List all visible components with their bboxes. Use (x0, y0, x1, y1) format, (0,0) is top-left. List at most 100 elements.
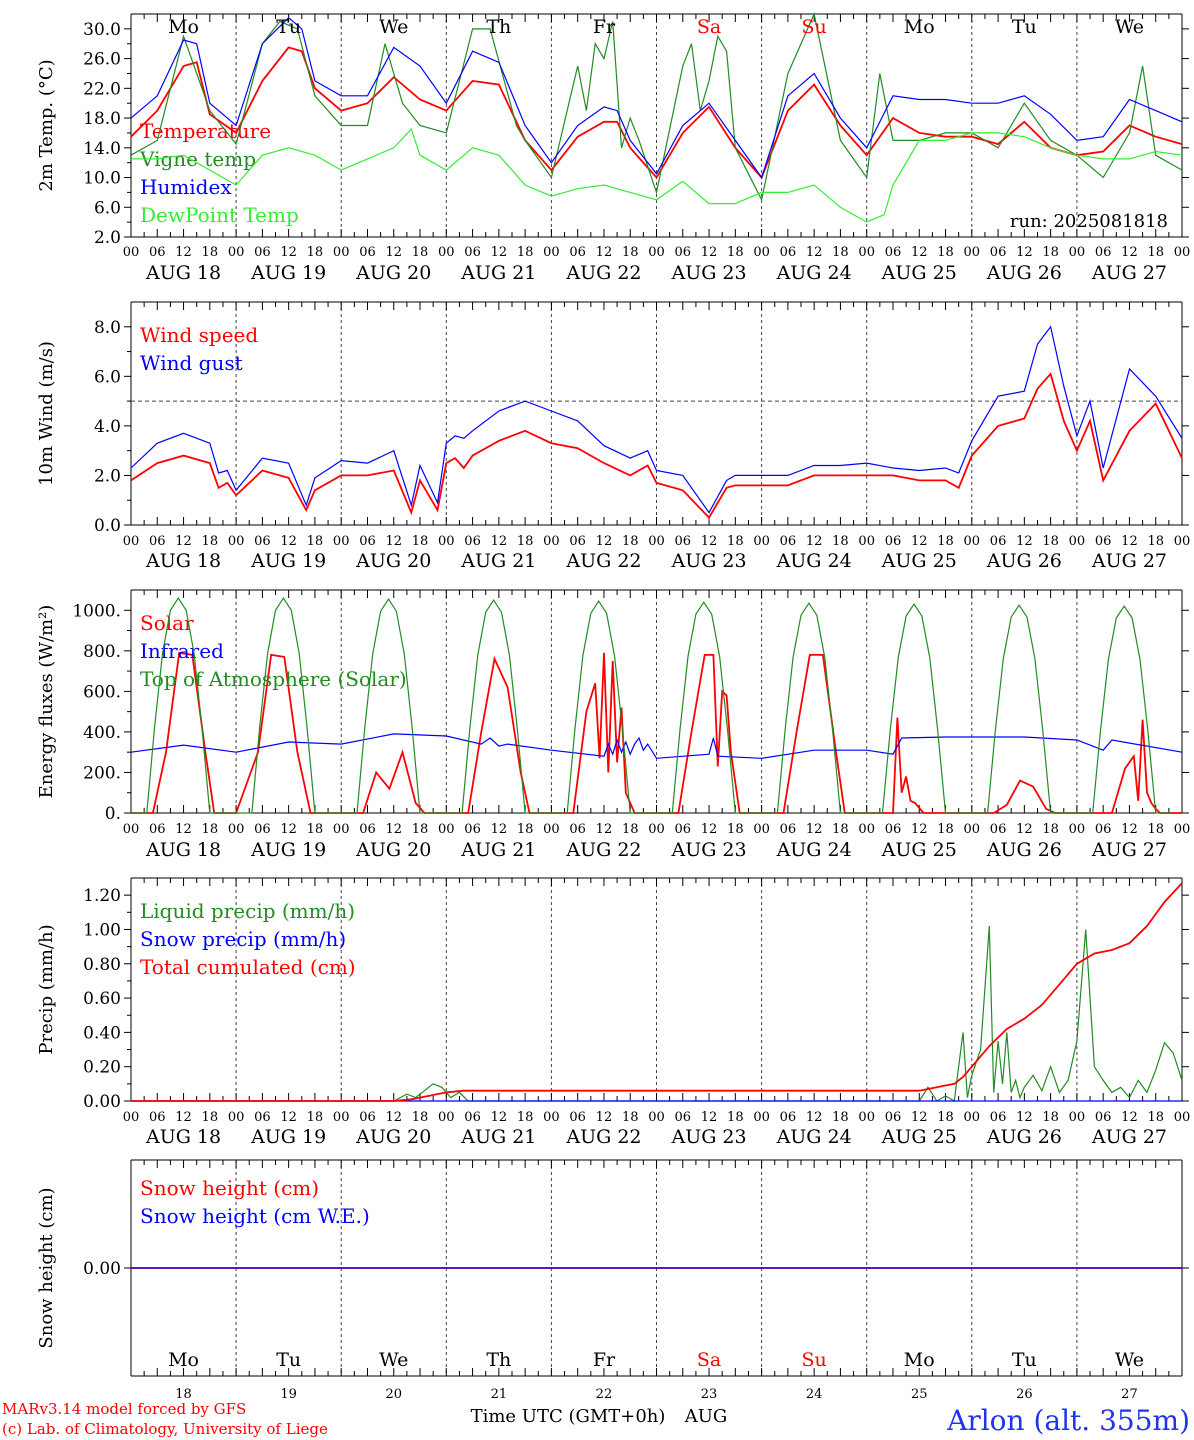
hour-tick-label: 12 (385, 1110, 402, 1125)
date-label: AUG 19 (250, 262, 326, 284)
hour-tick-label: 12 (596, 822, 613, 837)
hour-tick-label: 06 (990, 1110, 1007, 1125)
series-line-infrared (130, 733, 1183, 759)
y-tick-label: 2.0 (94, 466, 121, 486)
panel-wind: 0.0 2.0 4.0 6.0 8.0 10m Wind (m/s) Wind speed W… (36, 301, 1191, 572)
y-axis-title: Energy fluxes (W/m²) (36, 605, 57, 799)
legend-entry: DewPoint Temp (140, 203, 299, 227)
hour-tick-label: 12 (911, 822, 928, 837)
hour-tick-label: 12 (701, 1110, 718, 1125)
y-tick-label: 200. (83, 763, 121, 783)
hour-tick-label: 06 (464, 534, 481, 549)
y-tick-label: 18.0 (83, 109, 121, 129)
hour-tick-label: 18 (937, 822, 954, 837)
hour-tick-label: 12 (701, 534, 718, 549)
hour-tick-label: 12 (491, 822, 508, 837)
weekday-label: Tu (276, 16, 301, 38)
y-tick-label: 0.80 (83, 955, 121, 975)
weekday-label: We (379, 1349, 408, 1371)
hour-tick-label: 12 (280, 245, 297, 260)
hour-tick-label: 12 (1016, 822, 1033, 837)
hour-tick-label: 12 (701, 245, 718, 260)
hour-tick-label: 00 (333, 534, 350, 549)
hour-tick-label: 12 (280, 822, 297, 837)
hour-tick-label: 06 (569, 1110, 586, 1125)
hour-tick-label: 12 (911, 1110, 928, 1125)
hour-tick-label: 00 (228, 1110, 245, 1125)
date-label: AUG 26 (986, 1126, 1062, 1148)
date-label: AUG 25 (881, 1126, 957, 1148)
date-label: AUG 22 (565, 262, 641, 284)
hour-tick-label: 00 (753, 1110, 770, 1125)
legend-entry: Wind gust (140, 351, 243, 375)
y-tick-label: 400. (83, 723, 121, 743)
hour-tick-label: 12 (1016, 534, 1033, 549)
weekday-label: Tu (1012, 16, 1037, 38)
weekday-label: Sa (697, 1349, 721, 1371)
hour-tick-label: 18 (727, 1110, 744, 1125)
y-tick-label: 0. (105, 804, 121, 824)
date-label: AUG 27 (1091, 550, 1167, 572)
panel-temp: 2.0 6.0 10.0 14.0 18.0 22.0 26.0 30.0 2m Temp. (… (36, 12, 1190, 284)
series-line-wind-gust (130, 325, 1183, 514)
hour-tick-label: 18 (832, 534, 849, 549)
hour-tick-label: 12 (596, 1110, 613, 1125)
hour-tick-label: 12 (1121, 534, 1138, 549)
series-line-total-cumulated-cm- (131, 882, 1183, 1102)
hour-tick-label: 12 (911, 534, 928, 549)
x-axis-title: Time UTC (GMT+0h) (471, 1406, 666, 1427)
hour-tick-label: 12 (1016, 1110, 1033, 1125)
hour-tick-label: 00 (1174, 534, 1191, 549)
weekday-label: Tu (276, 1349, 301, 1371)
legend-entry: Wind speed (140, 323, 258, 347)
hour-tick-label: 12 (175, 1110, 192, 1125)
weekday-label: Th (486, 1349, 511, 1371)
hour-tick-label: 12 (911, 245, 928, 260)
date-label: AUG 23 (670, 262, 746, 284)
hour-tick-label: 06 (885, 245, 902, 260)
hour-tick-label: 18 (517, 534, 534, 549)
hour-tick-label: 00 (964, 1110, 981, 1125)
hour-tick-label: 00 (858, 822, 875, 837)
y-tick-label: 10.0 (83, 169, 121, 189)
hour-tick-label: 12 (806, 245, 823, 260)
date-label: AUG 26 (986, 262, 1062, 284)
hour-tick-label: 06 (675, 534, 692, 549)
hour-tick-label: 18 (517, 1110, 534, 1125)
hour-tick-label: 00 (1174, 1110, 1191, 1125)
hour-tick-label: 06 (359, 534, 376, 549)
weekday-label: We (1115, 16, 1144, 38)
date-label: AUG 20 (355, 550, 431, 572)
hour-tick-label: 12 (596, 245, 613, 260)
hour-tick-label: 00 (648, 822, 665, 837)
hour-tick-label: 00 (1069, 534, 1086, 549)
y-tick-label: 0.00 (83, 1092, 121, 1112)
series-line-temperature (130, 46, 1183, 180)
hour-tick-label: 00 (648, 245, 665, 260)
hour-tick-label: 00 (964, 245, 981, 260)
hour-tick-label: 18 (727, 245, 744, 260)
hour-tick-label: 06 (885, 822, 902, 837)
y-tick-label: 600. (83, 682, 121, 702)
y-tick-label: 800. (83, 642, 121, 662)
hour-tick-label: 06 (1095, 245, 1112, 260)
date-label: AUG 27 (1091, 262, 1167, 284)
hour-tick-label: 00 (333, 245, 350, 260)
y-tick-label: 2.0 (94, 228, 121, 248)
hour-tick-label: 06 (464, 245, 481, 260)
hour-tick-label: 18 (1147, 822, 1164, 837)
hour-tick-label: 18 (832, 822, 849, 837)
hour-tick-label: 06 (1095, 1110, 1112, 1125)
day-number-label: 19 (280, 1387, 297, 1402)
hour-tick-label: 00 (228, 245, 245, 260)
date-label: AUG 20 (355, 262, 431, 284)
hour-tick-label: 06 (675, 245, 692, 260)
hour-tick-label: 00 (648, 534, 665, 549)
hour-tick-label: 00 (1069, 822, 1086, 837)
weekday-label: Su (802, 1349, 827, 1371)
date-label: AUG 26 (986, 550, 1062, 572)
date-label: AUG 24 (776, 839, 852, 861)
day-number-label: 25 (911, 1387, 928, 1402)
hour-tick-label: 18 (622, 534, 639, 549)
